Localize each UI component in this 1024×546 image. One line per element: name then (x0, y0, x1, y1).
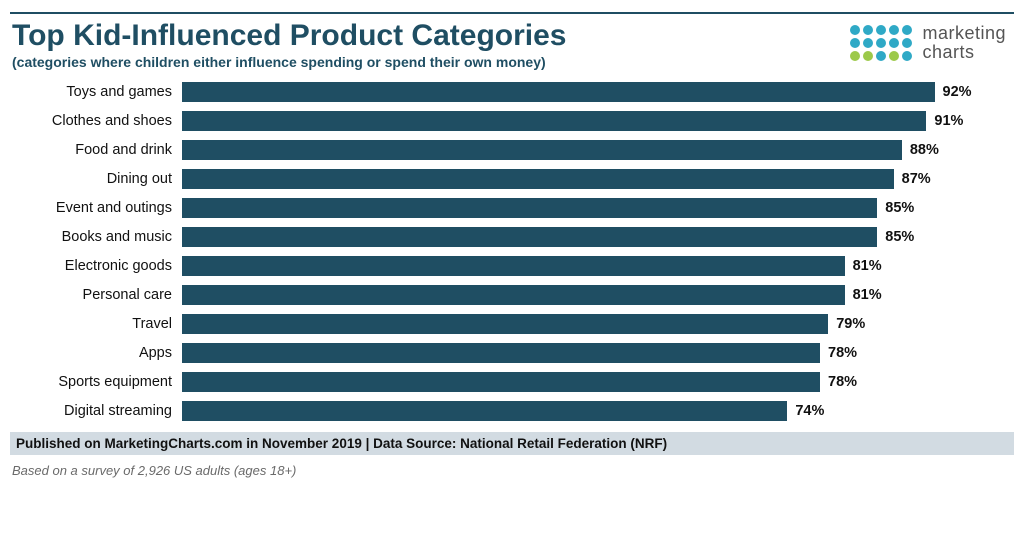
category-label: Electronic goods (14, 258, 182, 274)
bar-row: Electronic goods 81% (14, 252, 1000, 281)
bar-row: Dining out 87% (14, 165, 1000, 194)
bar-track: 79% (182, 314, 1000, 334)
brand-logo-text: marketing charts (922, 24, 1006, 62)
category-label: Clothes and shoes (14, 113, 182, 129)
bar-value-label: 92% (935, 82, 972, 102)
brand-logo-dot (863, 25, 873, 35)
bar-value-label: 79% (828, 314, 865, 334)
bar-track: 74% (182, 401, 1000, 421)
bar-value-label: 85% (877, 227, 914, 247)
brand-logo: marketing charts (850, 20, 1012, 62)
brand-logo-dot (850, 51, 860, 61)
bar-row: Apps 78% (14, 339, 1000, 368)
brand-logo-dot (902, 25, 912, 35)
bar-row: Sports equipment 78% (14, 368, 1000, 397)
bar-fill (182, 140, 902, 160)
category-label: Books and music (14, 229, 182, 245)
brand-logo-dot (902, 38, 912, 48)
bar-fill (182, 314, 828, 334)
bar-value-label: 78% (820, 343, 857, 363)
bar-fill (182, 256, 845, 276)
bar-row: Clothes and shoes 91% (14, 107, 1000, 136)
bar-value-label: 78% (820, 372, 857, 392)
bar-value-label: 88% (902, 140, 939, 160)
bar-fill (182, 169, 894, 189)
brand-logo-line1: marketing (922, 24, 1006, 43)
bar-row: Books and music 85% (14, 223, 1000, 252)
survey-note: Based on a survey of 2,926 US adults (ag… (10, 455, 1014, 478)
bar-value-label: 74% (787, 401, 824, 421)
brand-logo-dot (876, 51, 886, 61)
bar-fill (182, 343, 820, 363)
bar-row: Digital streaming 74% (14, 397, 1000, 426)
bar-fill (182, 372, 820, 392)
bar-value-label: 87% (894, 169, 931, 189)
top-rule (10, 12, 1014, 14)
bar-fill (182, 82, 935, 102)
bar-track: 91% (182, 111, 1000, 131)
bar-chart: Toys and games 92% Clothes and shoes 91% Foo… (10, 78, 1014, 426)
brand-logo-dot (889, 51, 899, 61)
bar-track: 85% (182, 227, 1000, 247)
header: Top Kid-Influenced Product Categories (c… (10, 20, 1014, 72)
bar-fill (182, 401, 787, 421)
bar-fill (182, 227, 877, 247)
brand-logo-dot (889, 38, 899, 48)
chart-subtitle: (categories where children either influe… (12, 54, 566, 70)
category-label: Digital streaming (14, 403, 182, 419)
bar-fill (182, 111, 926, 131)
brand-logo-dot (876, 38, 886, 48)
bar-track: 87% (182, 169, 1000, 189)
brand-logo-icon (850, 25, 912, 61)
bar-row: Food and drink 88% (14, 136, 1000, 165)
bar-track: 81% (182, 256, 1000, 276)
category-label: Sports equipment (14, 374, 182, 390)
bar-track: 78% (182, 343, 1000, 363)
chart-card: Top Kid-Influenced Product Categories (c… (0, 0, 1024, 546)
bar-value-label: 85% (877, 198, 914, 218)
bar-track: 88% (182, 140, 1000, 160)
category-label: Toys and games (14, 84, 182, 100)
bar-row: Personal care 81% (14, 281, 1000, 310)
brand-logo-dot (850, 25, 860, 35)
category-label: Food and drink (14, 142, 182, 158)
brand-logo-dot (902, 51, 912, 61)
category-label: Apps (14, 345, 182, 361)
category-label: Travel (14, 316, 182, 332)
brand-logo-dot (863, 38, 873, 48)
bar-track: 85% (182, 198, 1000, 218)
bar-track: 81% (182, 285, 1000, 305)
category-label: Personal care (14, 287, 182, 303)
brand-logo-dot (863, 51, 873, 61)
brand-logo-dot (850, 38, 860, 48)
bar-row: Toys and games 92% (14, 78, 1000, 107)
bar-fill (182, 285, 845, 305)
bar-value-label: 91% (926, 111, 963, 131)
title-block: Top Kid-Influenced Product Categories (c… (12, 20, 566, 70)
bar-track: 78% (182, 372, 1000, 392)
brand-logo-dot (876, 25, 886, 35)
bar-fill (182, 198, 877, 218)
chart-title: Top Kid-Influenced Product Categories (12, 20, 566, 52)
bar-row: Event and outings 85% (14, 194, 1000, 223)
bar-row: Travel 79% (14, 310, 1000, 339)
brand-logo-line2: charts (922, 43, 1006, 62)
brand-logo-dot (889, 25, 899, 35)
bar-track: 92% (182, 82, 1000, 102)
publication-strip: Published on MarketingCharts.com in Nove… (10, 432, 1014, 455)
category-label: Event and outings (14, 200, 182, 216)
category-label: Dining out (14, 171, 182, 187)
bar-value-label: 81% (845, 256, 882, 276)
bar-value-label: 81% (845, 285, 882, 305)
